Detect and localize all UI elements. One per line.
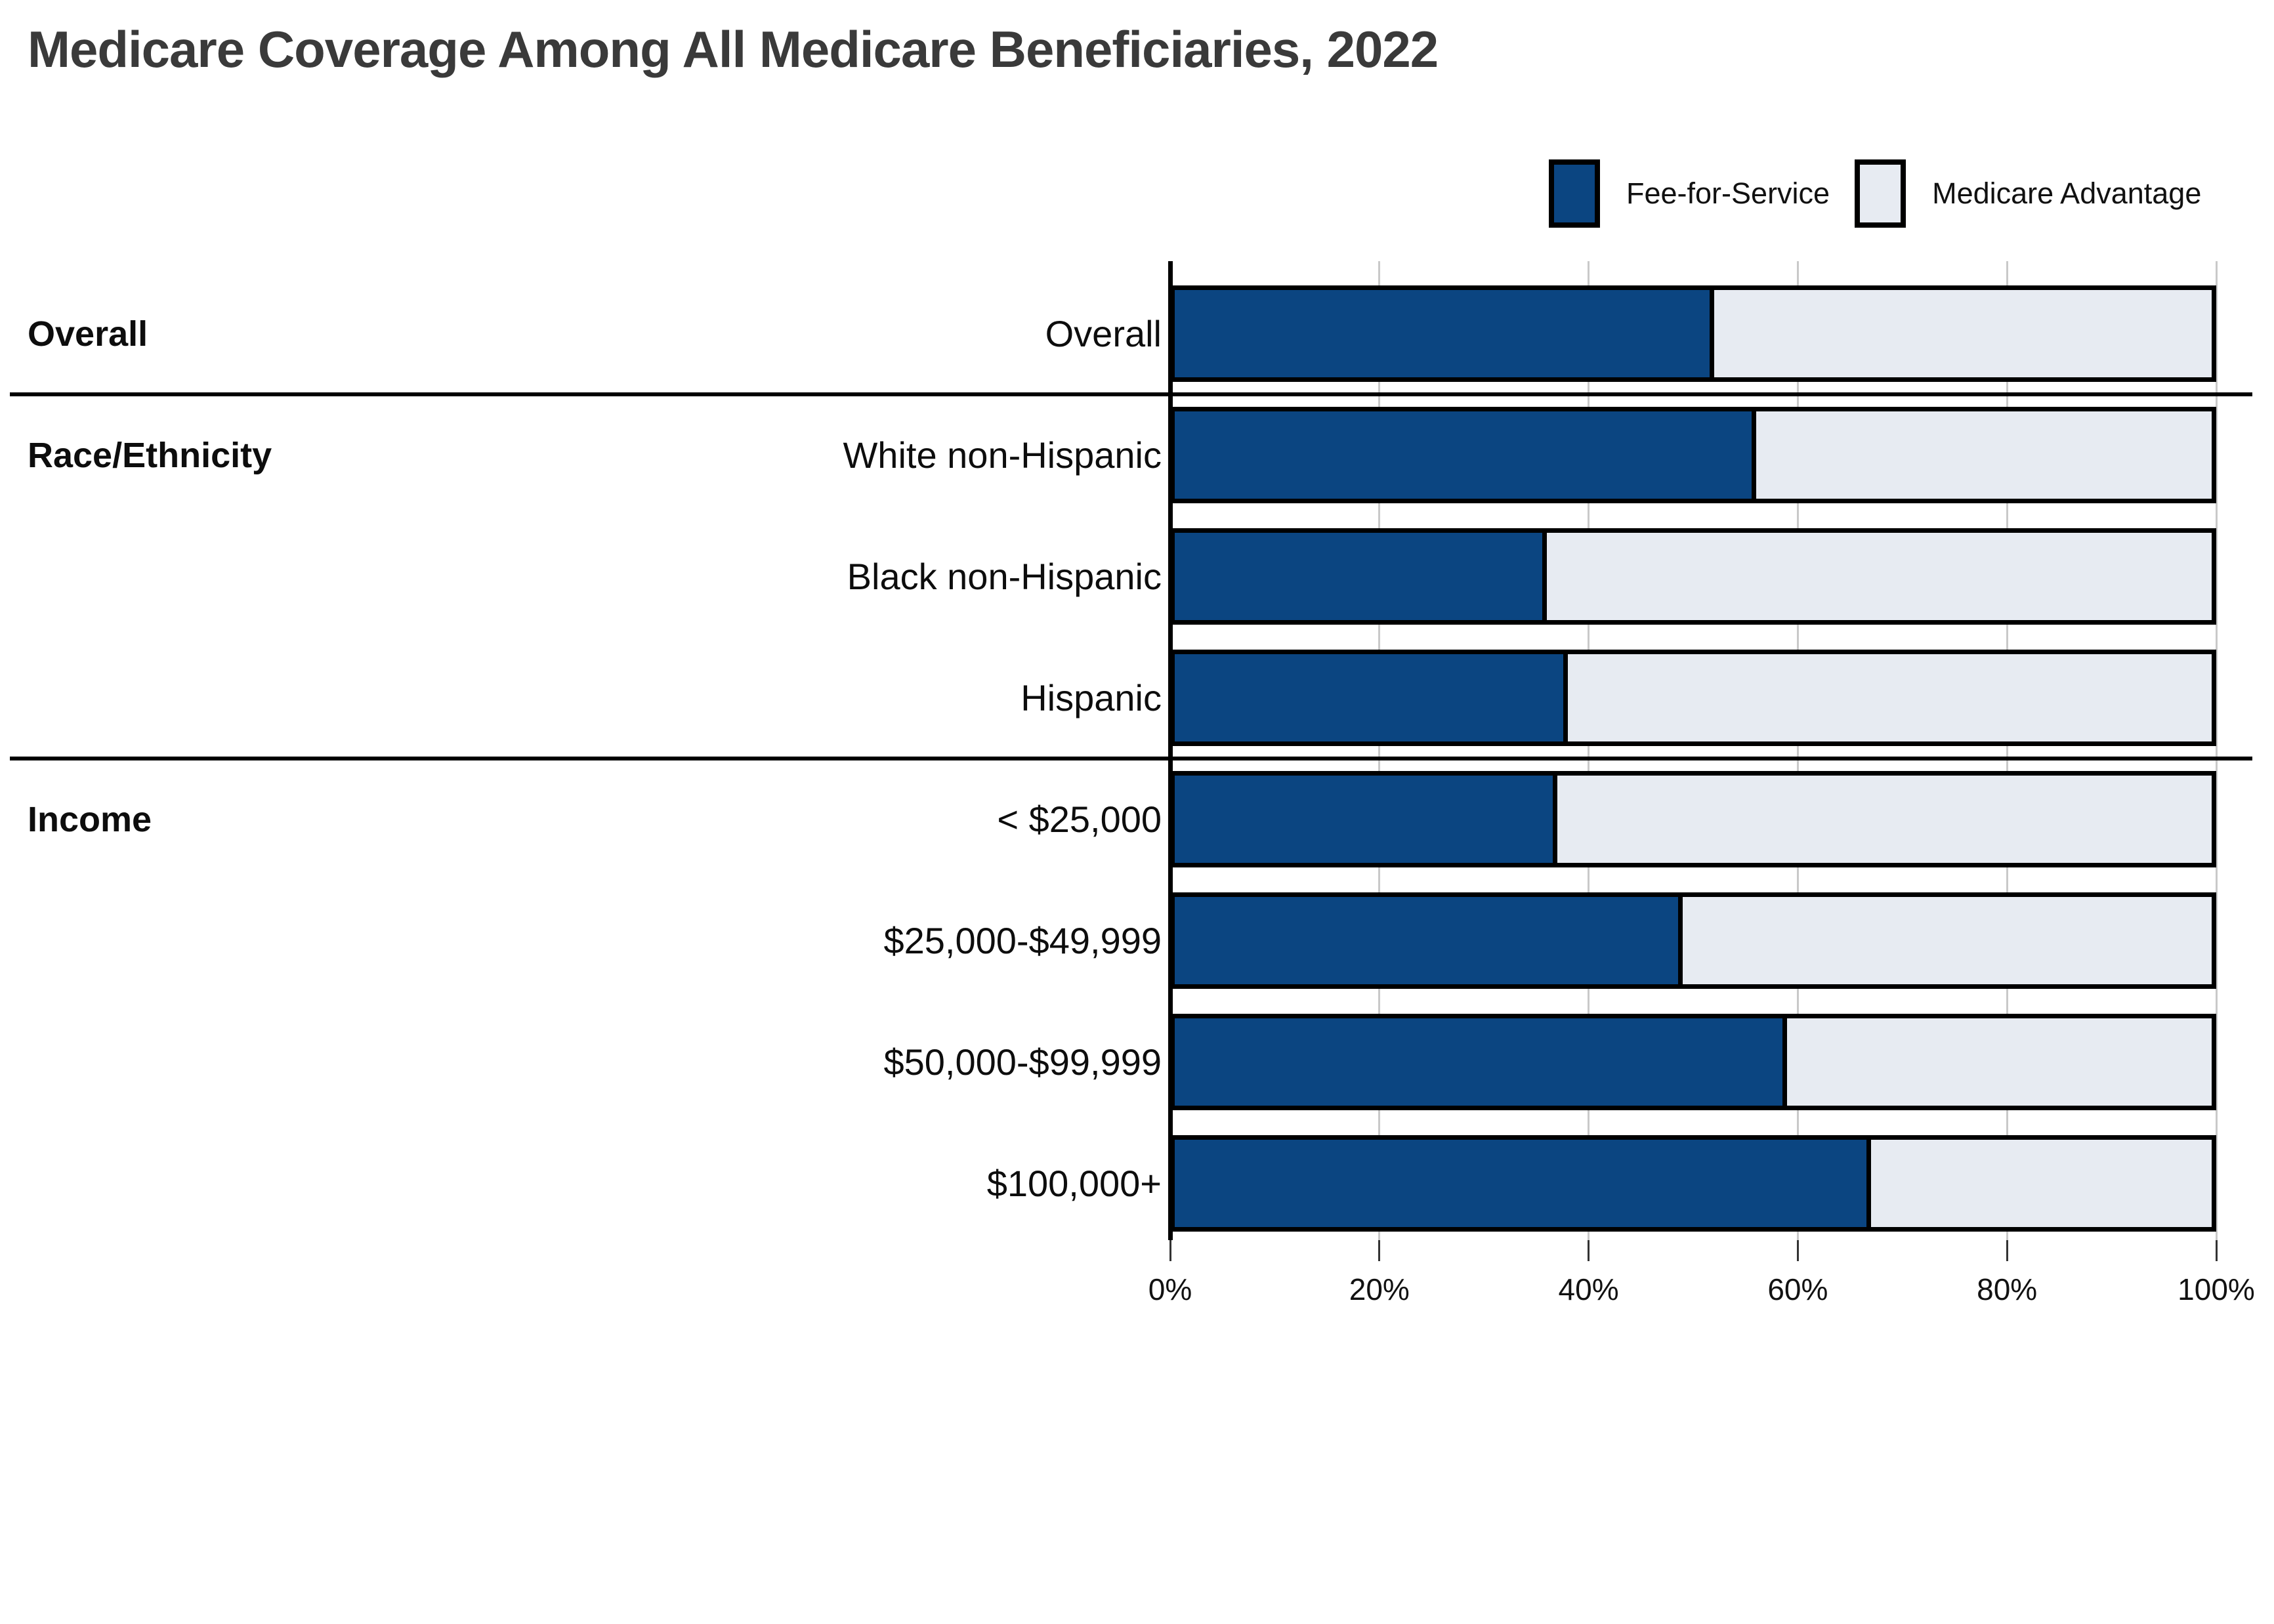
fee-for-service-segment: [1175, 776, 1557, 863]
y-axis-line: [1168, 261, 1173, 1240]
section-divider: [10, 757, 2252, 760]
bar-row: [1170, 771, 2216, 867]
fee-for-service-segment: [1175, 1018, 1787, 1106]
x-tick-label: 80%: [1977, 1272, 2038, 1306]
x-axis-tick: [1588, 1240, 1590, 1261]
fee-for-service-segment: [1175, 1140, 1871, 1227]
bar-row: [1170, 1014, 2216, 1110]
row-label: Black non-Hispanic: [847, 555, 1162, 597]
row-label: Hispanic: [1021, 677, 1162, 718]
fee-for-service-segment: [1175, 533, 1547, 620]
gridline: [1796, 261, 1799, 1240]
section-divider: [10, 392, 2252, 396]
fee-for-service-segment: [1175, 411, 1756, 499]
section-header: Income: [28, 799, 152, 839]
gridline: [1378, 261, 1381, 1240]
x-tick-label: 60%: [1767, 1272, 1828, 1306]
bar-row: [1170, 528, 2216, 625]
x-axis-tick: [1796, 1240, 1799, 1261]
fee-for-service-segment: [1175, 290, 1714, 377]
row-label: Overall: [1045, 312, 1162, 354]
row-label: White non-Hispanic: [843, 434, 1162, 476]
x-axis-tick: [1378, 1240, 1381, 1261]
bar-row: [1170, 285, 2216, 382]
x-tick-label: 0%: [1148, 1272, 1192, 1306]
row-label: $100,000+: [986, 1162, 1162, 1204]
legend-label: Fee-for-Service: [1626, 177, 1830, 210]
legend-item-medicare-advantage: Medicare Advantage: [1855, 159, 2201, 228]
row-label: $50,000-$99,999: [883, 1041, 1162, 1083]
gridline: [2215, 261, 2218, 1240]
legend-label: Medicare Advantage: [1932, 177, 2202, 210]
gridline: [2006, 261, 2008, 1240]
fee-for-service-segment: [1175, 654, 1568, 741]
x-axis-tick: [2215, 1240, 2218, 1261]
x-tick-label: 100%: [2178, 1272, 2255, 1306]
legend: Fee-for-Service Medicare Advantage: [1549, 159, 2201, 228]
x-tick-label: 40%: [1558, 1272, 1619, 1306]
row-label: < $25,000: [997, 798, 1162, 840]
row-label: $25,000-$49,999: [883, 919, 1162, 961]
bar-row: [1170, 407, 2216, 503]
section-header: Overall: [28, 314, 148, 354]
x-tick-label: 20%: [1349, 1272, 1410, 1306]
chart-title: Medicare Coverage Among All Medicare Ben…: [28, 20, 1439, 78]
bar-row: [1170, 650, 2216, 746]
fee-for-service-segment: [1175, 897, 1683, 984]
bar-row: [1170, 1135, 2216, 1232]
section-header: Race/Ethnicity: [28, 435, 272, 475]
fee-for-service-swatch-icon: [1549, 159, 1600, 228]
legend-item-fee-for-service: Fee-for-Service: [1549, 159, 1830, 228]
x-axis-tick: [1169, 1240, 1171, 1261]
medicare-advantage-swatch-icon: [1855, 159, 1906, 228]
x-axis-tick: [2006, 1240, 2008, 1261]
gridline: [1588, 261, 1590, 1240]
bar-row: [1170, 892, 2216, 989]
